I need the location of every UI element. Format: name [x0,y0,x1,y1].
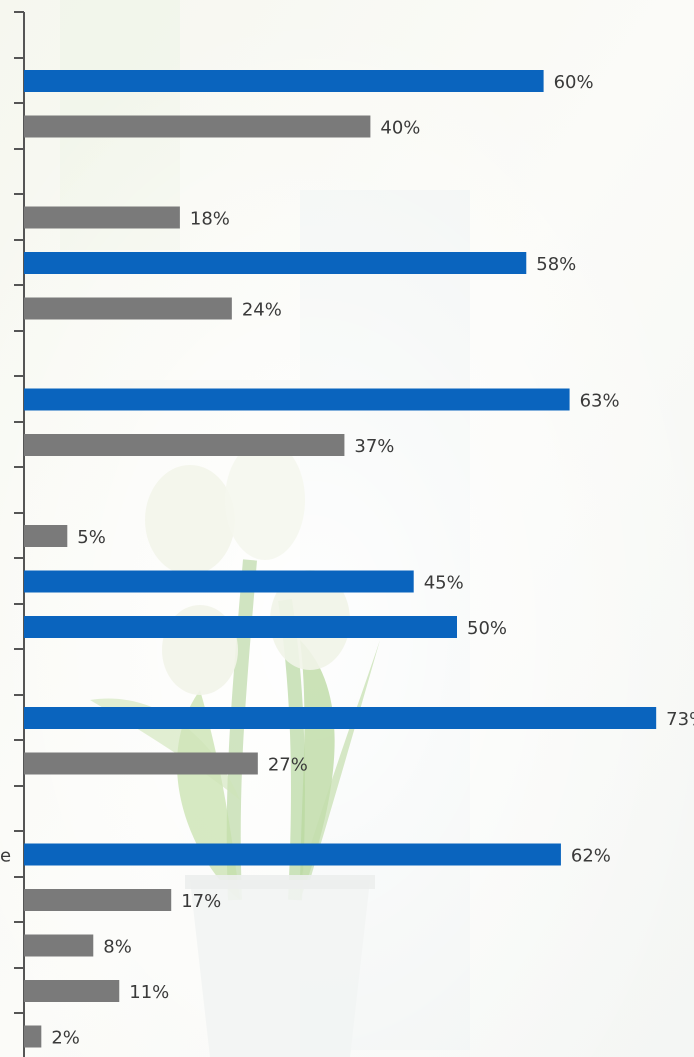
bar [24,434,345,456]
bar [24,525,68,547]
bar-value-label: 37% [354,436,394,457]
bar-value-label: 60% [554,72,594,93]
bar [24,388,570,411]
bar [24,843,561,866]
bar-value-label: 17% [181,891,221,912]
category-label: e [0,846,11,867]
bar-value-label: 2% [51,1028,80,1049]
bar [24,206,180,229]
bar-value-label: 50% [467,618,507,639]
bar-value-label: 11% [129,982,169,1003]
labels-layer: 60% 40% 18% 58% 24% 63% 37% 5% 45% 50% 73% 27% 62% e 1… [0,72,694,1049]
bar [24,70,544,92]
axis-layer [14,11,25,1057]
bar-value-label: 73% [666,709,694,730]
bar [24,707,657,729]
bar-value-label: 58% [536,254,576,275]
bar-value-label: 24% [242,300,282,321]
bar [24,297,232,320]
bar-value-label: 8% [103,937,132,958]
bar [24,752,258,775]
bar-value-label: 45% [424,573,464,594]
bar [24,934,94,957]
bar [24,1025,42,1048]
bar [24,570,414,593]
bar [24,115,371,138]
bar-value-label: 40% [380,118,420,139]
bars-layer [24,70,657,1048]
bar-value-label: 62% [571,846,611,867]
bar-value-label: 63% [580,391,620,412]
bar-value-label: 18% [190,209,230,230]
bar-value-label: 5% [77,527,106,548]
bar [24,616,457,638]
bar [24,980,120,1002]
bar [24,889,172,911]
bar [24,252,527,274]
bar-value-label: 27% [268,755,308,776]
